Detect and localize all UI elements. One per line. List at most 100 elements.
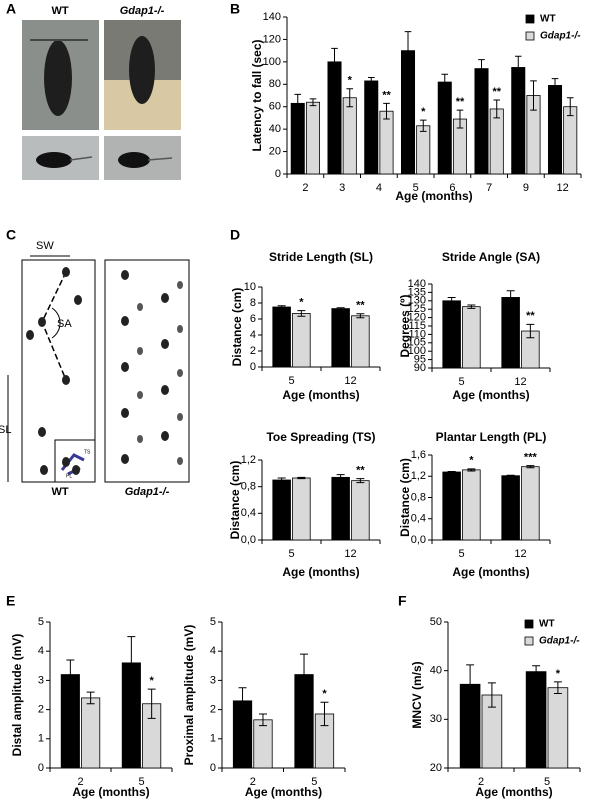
x-tick-label: 12 — [557, 182, 569, 194]
bar — [474, 68, 489, 175]
chart: 0 2 4 6 8 10 5 * 12 ** Stride Length (SL) Age (mont… — [230, 250, 381, 402]
significance: ** — [356, 300, 365, 312]
y-tick-label: 10 — [244, 281, 256, 293]
bar — [351, 315, 370, 368]
error-bar — [356, 313, 365, 319]
footprint — [72, 465, 80, 475]
y-tick-label: 0,8 — [241, 481, 256, 493]
y-tick-label: 40 — [430, 665, 442, 677]
error-bar — [383, 102, 390, 120]
error-bar — [526, 323, 535, 339]
y-tick-label: 0,0 — [411, 534, 426, 546]
bar — [563, 106, 578, 175]
chart: 0 1 2 3 4 5 2 5 * Age (months) Distal amplitude (m… — [10, 616, 173, 799]
photo-wt-hanging — [22, 20, 99, 130]
y-tick-label: 0,8 — [411, 491, 426, 503]
bar — [462, 306, 481, 369]
error-bar — [258, 713, 267, 727]
x-tick-label: 5 — [413, 182, 419, 194]
significance: ** — [356, 465, 365, 477]
error-bar — [478, 59, 485, 79]
x-tick-label: 5 — [288, 548, 294, 560]
y-tick-label: 1 — [210, 733, 216, 745]
bar — [327, 61, 342, 175]
bar — [331, 308, 350, 368]
footprint — [137, 435, 143, 443]
chart: 0,0 0,4 0,8 1,2 1,6 5 * 12 *** Plantar Length (PL… — [398, 430, 551, 579]
x-tick-label: 3 — [339, 182, 345, 194]
photo-ko-walking — [104, 136, 181, 180]
bar — [501, 297, 520, 369]
y-tick-label: 2 — [210, 704, 216, 716]
inset — [54, 439, 96, 483]
y-tick-label: 90 — [414, 362, 426, 374]
footprint — [38, 427, 46, 437]
error-bar — [404, 31, 412, 71]
y-tick-label: 0,4 — [411, 513, 426, 525]
footprint — [137, 391, 143, 399]
error-bar — [356, 478, 365, 484]
y-tick-label: 50 — [430, 616, 442, 628]
y-tick-label: 100 — [263, 56, 281, 68]
chart-title: Stride Length (SL) — [269, 250, 373, 264]
error-bar — [309, 98, 317, 107]
legend-label: Gdap1-/- — [539, 636, 580, 647]
x-tick-label: 6 — [449, 182, 455, 194]
error-bar — [300, 653, 309, 696]
error-bar — [506, 290, 515, 305]
error-bar — [336, 474, 345, 481]
error-bar — [277, 477, 286, 483]
x-tick-label: 5 — [458, 376, 464, 388]
footprint — [161, 293, 169, 303]
photo-ko-hanging — [104, 20, 181, 130]
bar — [489, 108, 504, 175]
error-bar — [532, 665, 541, 678]
y-tick-label: 4 — [250, 329, 256, 341]
error-bar — [294, 93, 302, 113]
x-tick-label: 2 — [77, 776, 83, 788]
y-tick-label: 2 — [250, 345, 256, 357]
error-bar — [66, 659, 75, 690]
significance: * — [299, 297, 304, 309]
footprint — [177, 369, 183, 377]
legend-swatch — [525, 14, 535, 24]
x-tick-label: 2 — [478, 776, 484, 788]
error-bar — [367, 77, 375, 85]
y-tick-label: 140 — [408, 278, 426, 290]
x-axis-label: Age (months) — [72, 785, 149, 799]
legend-label: WT — [539, 619, 555, 630]
bar — [547, 85, 563, 175]
footprint — [121, 408, 129, 418]
legend-swatch — [525, 31, 535, 41]
significance: * — [556, 668, 561, 680]
y-tick-label: 5 — [210, 616, 216, 628]
error-bar — [238, 687, 247, 715]
bar — [292, 312, 311, 368]
legend-swatch — [524, 619, 534, 629]
panel-letter: A — [6, 1, 16, 17]
bar — [292, 477, 311, 541]
y-tick-label: 1,6 — [411, 449, 426, 461]
x-tick-label: 12 — [344, 548, 356, 560]
chart-title: Plantar Length (PL) — [436, 430, 547, 444]
bar — [521, 466, 540, 541]
y-tick-label: 2 — [38, 704, 44, 716]
panel-letter: B — [230, 1, 240, 17]
x-tick-label: 2 — [250, 776, 256, 788]
footprint — [38, 317, 46, 327]
error-bar — [506, 474, 515, 477]
error-bar — [466, 664, 475, 705]
footprint-label: Gdap1-/- — [125, 486, 170, 498]
footprint — [26, 330, 34, 340]
footprint — [137, 347, 143, 355]
x-tick-label: 4 — [376, 182, 382, 194]
bar — [342, 97, 357, 175]
y-tick-label: 125 — [408, 303, 426, 315]
footprint-box — [104, 259, 190, 483]
significance: * — [421, 106, 426, 118]
y-tick-label: 0 — [38, 762, 44, 774]
x-tick-label: 12 — [514, 548, 526, 560]
error-bar — [526, 465, 535, 469]
error-bar — [277, 305, 286, 309]
y-tick-label: 5 — [38, 616, 44, 628]
